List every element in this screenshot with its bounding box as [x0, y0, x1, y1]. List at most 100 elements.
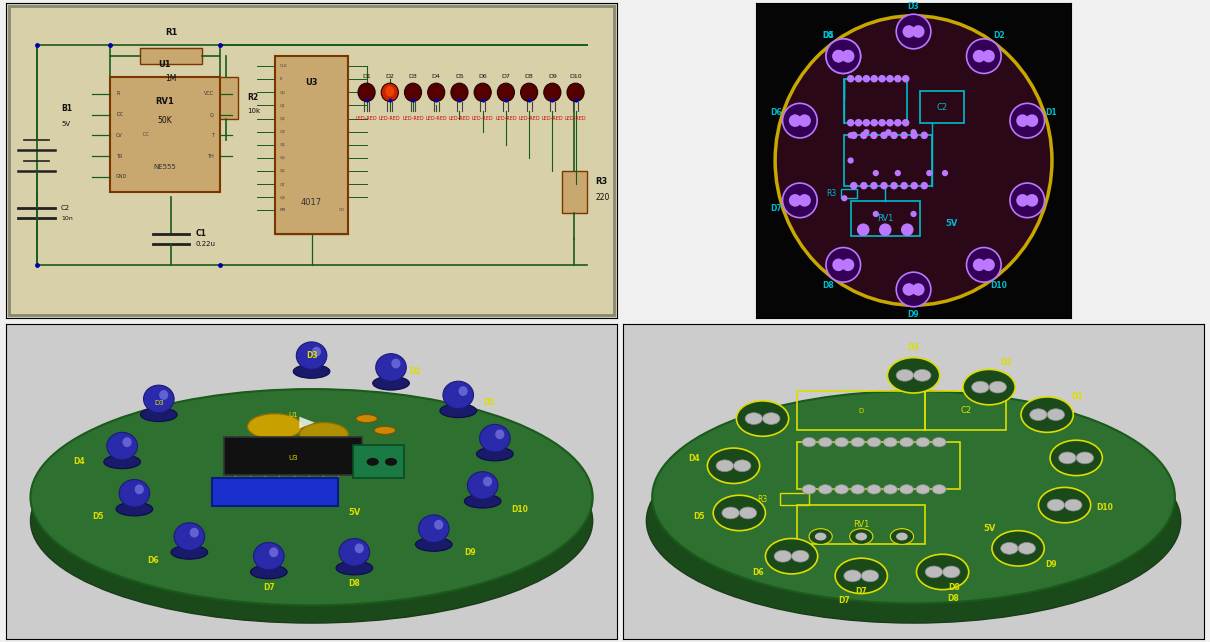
Polygon shape — [299, 417, 315, 428]
Circle shape — [914, 369, 930, 381]
Circle shape — [860, 182, 868, 189]
Text: D9: D9 — [548, 74, 557, 79]
Text: D9: D9 — [1045, 560, 1056, 569]
Circle shape — [963, 369, 1015, 405]
Circle shape — [783, 103, 817, 138]
Ellipse shape — [465, 494, 501, 508]
Text: D3: D3 — [154, 400, 163, 406]
Text: 10n: 10n — [60, 216, 73, 221]
Circle shape — [835, 485, 848, 494]
Circle shape — [886, 75, 894, 82]
Text: C2: C2 — [60, 205, 70, 211]
Text: D3: D3 — [908, 2, 920, 11]
Bar — [797, 391, 926, 430]
Ellipse shape — [140, 408, 177, 422]
Circle shape — [878, 119, 886, 126]
Text: TR: TR — [116, 153, 122, 159]
Circle shape — [1010, 103, 1044, 138]
Text: 50K: 50K — [157, 116, 172, 125]
Text: C2: C2 — [961, 406, 972, 415]
Circle shape — [802, 437, 816, 447]
Ellipse shape — [520, 83, 537, 101]
Ellipse shape — [358, 83, 375, 101]
Text: Q1: Q1 — [280, 103, 286, 107]
Text: D7: D7 — [839, 596, 851, 605]
Ellipse shape — [567, 83, 584, 101]
Text: E: E — [280, 77, 282, 82]
Circle shape — [809, 529, 832, 544]
Circle shape — [849, 132, 858, 139]
Circle shape — [916, 485, 929, 494]
Bar — [841, 189, 857, 198]
Text: 5V: 5V — [60, 121, 70, 127]
Circle shape — [774, 550, 791, 562]
Circle shape — [832, 259, 845, 271]
Circle shape — [826, 248, 860, 282]
Ellipse shape — [776, 16, 1051, 305]
Text: Q0: Q0 — [280, 91, 286, 94]
Circle shape — [737, 401, 789, 437]
Circle shape — [912, 25, 924, 38]
Text: D3: D3 — [908, 343, 920, 352]
Circle shape — [854, 75, 863, 82]
Circle shape — [967, 39, 1001, 73]
Circle shape — [851, 485, 865, 494]
Text: C2: C2 — [937, 103, 947, 112]
Ellipse shape — [293, 365, 330, 378]
Circle shape — [1018, 542, 1036, 554]
Text: Q4: Q4 — [280, 143, 286, 147]
Circle shape — [989, 381, 1007, 393]
Text: U3: U3 — [288, 455, 298, 461]
Circle shape — [891, 182, 898, 189]
Text: R3: R3 — [757, 495, 767, 504]
Circle shape — [847, 75, 854, 82]
Ellipse shape — [434, 520, 443, 530]
Text: Q5: Q5 — [280, 156, 286, 160]
Circle shape — [799, 194, 811, 207]
Ellipse shape — [299, 422, 348, 446]
Ellipse shape — [404, 83, 421, 101]
Text: D10: D10 — [511, 505, 528, 514]
Circle shape — [863, 129, 870, 135]
Text: MR: MR — [280, 208, 287, 213]
Circle shape — [847, 119, 854, 126]
Circle shape — [872, 170, 878, 177]
Circle shape — [916, 554, 969, 589]
Circle shape — [783, 183, 817, 218]
Text: 5V: 5V — [945, 219, 957, 228]
Ellipse shape — [477, 447, 513, 461]
Text: U1: U1 — [288, 412, 298, 418]
Text: LED-RED: LED-RED — [565, 116, 587, 121]
Text: LED-RED: LED-RED — [426, 116, 446, 121]
Circle shape — [868, 437, 881, 447]
Circle shape — [941, 170, 949, 177]
Circle shape — [863, 119, 870, 126]
Text: Q: Q — [211, 112, 214, 117]
Text: D6: D6 — [770, 108, 782, 117]
Circle shape — [897, 14, 930, 49]
Circle shape — [1026, 194, 1038, 207]
Ellipse shape — [160, 390, 168, 400]
Ellipse shape — [483, 476, 492, 487]
Text: D7: D7 — [770, 204, 782, 213]
Circle shape — [921, 132, 928, 139]
Circle shape — [910, 182, 918, 189]
Text: D1: D1 — [362, 74, 371, 79]
Text: DC: DC — [143, 132, 150, 137]
Circle shape — [880, 132, 888, 139]
Text: D10: D10 — [990, 281, 1007, 290]
Ellipse shape — [376, 354, 407, 381]
Circle shape — [766, 539, 818, 574]
FancyBboxPatch shape — [224, 437, 362, 475]
Ellipse shape — [381, 83, 398, 101]
Circle shape — [972, 381, 989, 393]
Text: LED-RED: LED-RED — [356, 116, 378, 121]
Circle shape — [739, 507, 756, 519]
Bar — [797, 505, 926, 544]
Text: R: R — [116, 91, 120, 96]
Ellipse shape — [419, 515, 449, 542]
Circle shape — [862, 570, 878, 582]
Ellipse shape — [356, 415, 378, 422]
Text: D5: D5 — [693, 512, 704, 521]
Circle shape — [826, 39, 860, 73]
